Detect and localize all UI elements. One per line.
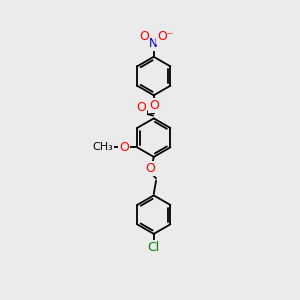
Text: O: O	[145, 162, 155, 175]
Text: O: O	[119, 141, 129, 154]
Text: O⁻: O⁻	[157, 29, 174, 43]
Text: O: O	[149, 99, 159, 112]
Text: CH₃: CH₃	[93, 142, 114, 152]
Text: O: O	[139, 29, 149, 43]
Text: N: N	[149, 37, 158, 50]
Text: O: O	[136, 101, 146, 114]
Text: Cl: Cl	[148, 241, 160, 254]
